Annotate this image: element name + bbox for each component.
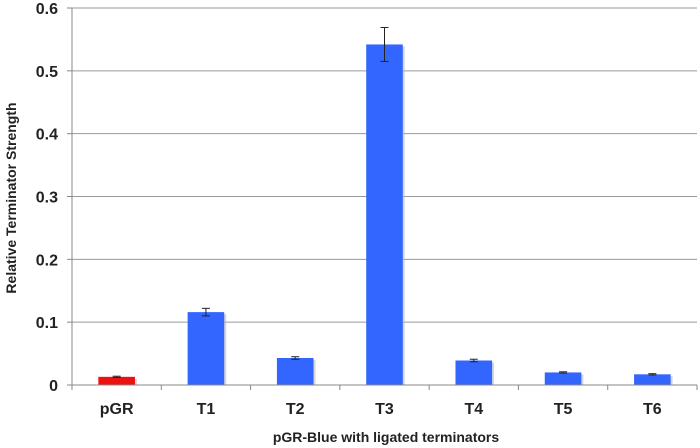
x-tick-label: T2 [286,401,305,418]
x-tick-label: T1 [197,401,216,418]
y-axis-title: Relative Terminator Strength [3,102,19,293]
bar-T2 [276,357,314,385]
bar-T1 [187,312,225,385]
x-tick-label: T5 [554,401,573,418]
y-tick-label: 0 [49,378,58,395]
x-tick-label: T4 [464,401,483,418]
y-tick-label: 0.1 [36,315,58,332]
x-axis-title: pGR-Blue with ligated terminators [273,429,500,445]
y-tick-labels: 0 0.1 0.2 0.3 0.4 0.5 0.6 [36,1,58,395]
error-bars [112,26,657,378]
x-tick-label: T6 [643,401,662,418]
y-tick-label: 0.5 [36,64,58,81]
y-tick-label: 0.6 [36,1,58,18]
y-tick-label: 0.3 [36,190,58,207]
x-tick-label: T3 [375,401,394,418]
y-tick-label: 0.2 [36,252,58,269]
bars [98,44,673,386]
bar-T5 [544,372,582,385]
bar-T6 [634,374,671,385]
bar-T4 [455,360,493,385]
bar-pGR [98,376,135,385]
x-tick-label: pGR [100,401,134,418]
x-tick-labels: pGR T1 T2 T3 T4 T5 T6 [71,385,698,418]
y-tick-label: 0.4 [36,127,58,144]
bar-T3 [366,44,403,386]
